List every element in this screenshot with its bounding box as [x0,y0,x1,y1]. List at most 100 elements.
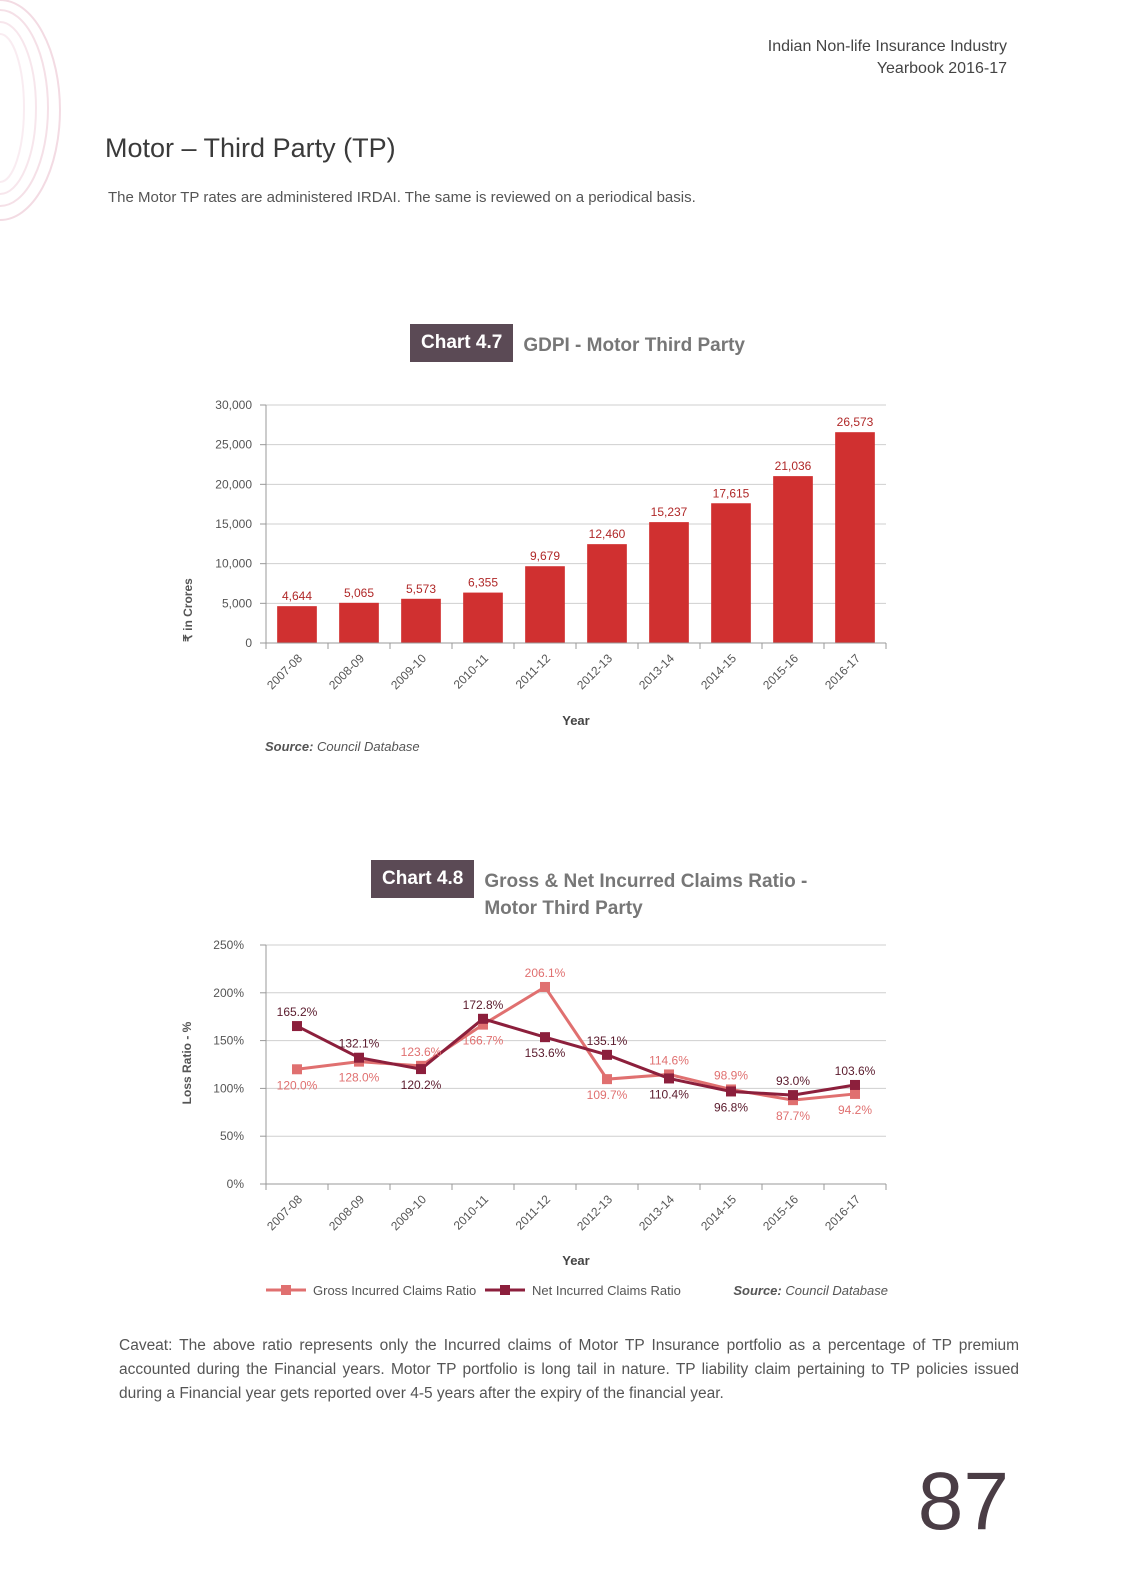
chart-4-8-heading: Chart 4.8 Gross & Net Incurred Claims Ra… [371,860,817,930]
bar-value-label: 12,460 [589,527,626,541]
bar-value-label: 5,065 [344,586,374,600]
marker-net [850,1079,860,1090]
bar-value-label: 5,573 [406,582,436,596]
bar-y-tick-label: 5,000 [222,596,252,610]
marker-gross [540,981,550,992]
marker-gross [478,1019,488,1030]
point-label-gross: 98.9% [714,1068,748,1082]
bar-2008-09 [339,602,379,643]
point-label-net: 96.8% [714,1100,748,1114]
point-label-gross: 114.6% [649,1053,689,1067]
claims-ratio-line-chart: 0% 50% 100% 150% 200% 250% 120.0% 128.0% 123.6%… [180,938,888,1298]
bar-value-label: 17,615 [713,486,750,500]
bar-y-tick-label: 25,000 [215,438,252,452]
line-chart-x-axis-label: Year [562,1253,589,1268]
page-header: Indian Non-life Insurance Industry Yearb… [768,36,1007,80]
bar-value-label: 4,644 [282,589,312,603]
line-y-tick-label: 250% [213,938,244,952]
point-label-gross: 166.7% [463,1034,504,1048]
bar-x-tick-label: 2014-15 [698,651,739,692]
series-line-net [296,1017,856,1097]
line-y-tick-label: 0% [227,1177,245,1191]
bar-value-label: 9,679 [530,549,560,563]
section-title: Motor – Third Party (TP) [105,133,396,163]
bar-2012-13 [587,544,627,643]
bar-2011-12 [525,566,565,643]
bar-2014-15 [711,503,751,643]
line-source-text: Council Database [785,1283,888,1298]
marker-gross [850,1088,860,1099]
chart-4-7-heading: Chart 4.7 GDPI - Motor Third Party [410,324,755,367]
point-label-net: 135.1% [587,1034,628,1048]
page-number: 87 [917,1456,1009,1547]
bar-x-tick-label: 2015-16 [760,651,801,692]
bar-chart-source: Source: Council Database [265,739,420,754]
point-label-gross: 109.7% [587,1088,628,1102]
point-label-net: 172.8% [463,998,504,1012]
bar-y-tick-label: 30,000 [215,398,252,412]
line-chart-legend: Gross Incurred Claims Ratio Net Incurred… [266,1283,681,1298]
bar-value-label: 26,573 [837,415,874,429]
line-x-tick-label: 2008-09 [326,1192,367,1233]
legend-net-marker [500,1285,510,1295]
chart-4-7-badge: Chart 4.7 [410,324,514,362]
line-x-tick-label: 2010-11 [451,1192,492,1233]
chart-4-7-title: GDPI - Motor Third Party [523,335,745,356]
bar-2016-17 [835,432,875,643]
line-x-tick-label: 2011-12 [513,1192,554,1233]
gdpi-bar-chart: 0 5,000 10,000 15,000 20,000 25,000 30,000 4,6… [181,398,887,754]
line-x-tick-label: 2012-13 [574,1192,615,1233]
marker-net [416,1064,426,1075]
point-label-net: 120.2% [401,1078,442,1092]
marker-net [726,1086,736,1097]
line-y-tick-label: 150% [213,1034,244,1048]
point-label-net: 153.6% [525,1046,566,1060]
bar-2010-11 [463,592,503,643]
chart-4-8-badge: Chart 4.8 [371,860,475,898]
section-intro: The Motor TP rates are administered IRDA… [108,189,696,206]
point-label-net: 165.2% [277,1005,318,1019]
point-label-gross: 87.7% [776,1109,810,1123]
chart-4-8-title: Gross & Net Incurred Claims Ratio - Moto… [474,860,817,930]
point-label-net: 103.6% [835,1064,876,1078]
chart-4-8-title-line-2: Motor Third Party [484,898,643,919]
line-chart-y-axis-label: Loss Ratio - % [180,1021,194,1104]
bar-y-tick-label: 20,000 [215,477,252,491]
legend-net-label: Net Incurred Claims Ratio [532,1283,681,1298]
marker-net [478,1013,488,1024]
point-label-net: 110.4% [649,1087,689,1101]
line-x-tick-label: 2013-14 [636,1192,677,1233]
line-chart-source: Source: Council Database [733,1283,888,1298]
line-x-tick-label: 2014-15 [698,1192,739,1233]
line-y-tick-label: 50% [220,1129,244,1143]
bar-chart-y-axis-label: ₹ in Crores [181,578,195,642]
bar-x-tick-label: 2013-14 [636,651,677,692]
legend-gross-label: Gross Incurred Claims Ratio [313,1283,476,1298]
line-source-prefix: Source: [733,1283,781,1298]
line-x-tick-label: 2009-10 [388,1192,429,1233]
caveat-note: Caveat: The above ratio represents only … [119,1337,1019,1402]
bar-y-tick-label: 0 [245,636,252,650]
marker-gross [788,1095,798,1106]
bar-value-label: 21,036 [775,459,812,473]
point-label-net: 93.0% [776,1074,810,1088]
bar-2009-10 [401,598,441,643]
bar-x-tick-label: 2009-10 [388,651,429,692]
series-line-gross [296,984,856,1102]
bar-source-prefix: Source: [265,739,313,754]
chart-4-8-title-line-1: Gross & Net Incurred Claims Ratio - [484,871,808,892]
bar-source-text: Council Database [317,739,420,754]
bar-x-tick-label: 2008-09 [326,651,367,692]
header-line-1: Indian Non-life Insurance Industry [767,38,1007,55]
bar-2007-08 [277,606,317,643]
point-label-net: 132.1% [339,1037,380,1051]
line-y-tick-label: 200% [213,986,244,1000]
marker-net [602,1049,612,1060]
point-label-gross: 94.2% [838,1103,872,1117]
marker-gross [602,1074,612,1085]
line-x-tick-label: 2016-17 [822,1192,863,1233]
bar-y-tick-label: 15,000 [215,517,252,531]
bar-x-tick-label: 2007-08 [264,651,305,692]
bar-2013-14 [649,522,689,643]
bar-x-tick-label: 2016-17 [822,651,863,692]
